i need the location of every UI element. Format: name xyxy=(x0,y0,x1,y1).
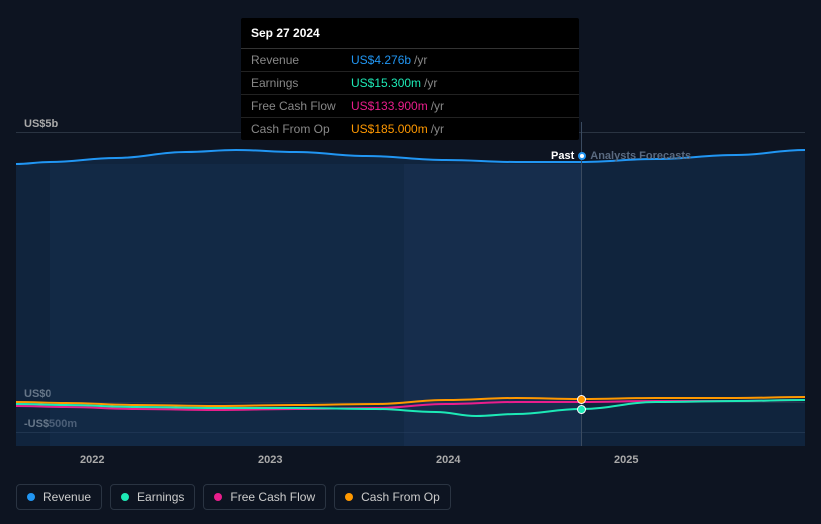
legend-item-revenue[interactable]: Revenue xyxy=(16,484,102,510)
legend-dot-icon xyxy=(214,493,222,501)
tooltip-row-value: US$4.276b xyxy=(351,53,411,67)
x-axis-label: 2025 xyxy=(614,454,638,466)
tooltip-row: EarningsUS$15.300m/yr xyxy=(241,72,579,95)
divider-dot-icon xyxy=(578,152,586,160)
x-axis-label: 2022 xyxy=(80,454,104,466)
tooltip-row-value: US$15.300m xyxy=(351,76,421,90)
tooltip-date: Sep 27 2024 xyxy=(241,18,579,49)
chart-lines xyxy=(16,122,805,446)
past-label: Past xyxy=(551,150,574,162)
tooltip-row-label: Cash From Op xyxy=(251,122,351,136)
chart-area: US$5bUS$0-US$500m Past Analysts Forecast… xyxy=(16,122,805,446)
tooltip-row-value: US$185.000m xyxy=(351,122,428,136)
forecast-label: Analysts Forecasts xyxy=(590,150,691,162)
legend-dot-icon xyxy=(27,493,35,501)
marker-dot xyxy=(577,405,586,414)
tooltip-row: Free Cash FlowUS$133.900m/yr xyxy=(241,95,579,118)
tooltip-row-suffix: /yr xyxy=(431,99,444,113)
legend: Revenue Earnings Free Cash Flow Cash From O… xyxy=(16,484,451,510)
x-axis-label: 2024 xyxy=(436,454,460,466)
tooltip-row-suffix: /yr xyxy=(414,53,427,67)
tooltip-row: RevenueUS$4.276b/yr xyxy=(241,49,579,72)
tooltip-row-label: Earnings xyxy=(251,76,351,90)
tooltip-row: Cash From OpUS$185.000m/yr xyxy=(241,118,579,140)
legend-item-earnings[interactable]: Earnings xyxy=(110,484,195,510)
legend-item-free-cash-flow[interactable]: Free Cash Flow xyxy=(203,484,326,510)
x-axis-label: 2023 xyxy=(258,454,282,466)
legend-label: Free Cash Flow xyxy=(230,490,315,504)
legend-label: Earnings xyxy=(137,490,184,504)
legend-dot-icon xyxy=(121,493,129,501)
past-forecast-divider: Past Analysts Forecasts xyxy=(551,150,691,162)
legend-label: Cash From Op xyxy=(361,490,440,504)
chart-tooltip: Sep 27 2024 RevenueUS$4.276b/yrEarningsU… xyxy=(241,18,579,140)
legend-dot-icon xyxy=(345,493,353,501)
legend-item-cash-from-op[interactable]: Cash From Op xyxy=(334,484,451,510)
tooltip-row-suffix: /yr xyxy=(431,122,444,136)
tooltip-row-label: Free Cash Flow xyxy=(251,99,351,113)
tooltip-row-value: US$133.900m xyxy=(351,99,428,113)
marker-dot xyxy=(577,395,586,404)
tooltip-row-label: Revenue xyxy=(251,53,351,67)
legend-label: Revenue xyxy=(43,490,91,504)
tooltip-row-suffix: /yr xyxy=(424,76,437,90)
